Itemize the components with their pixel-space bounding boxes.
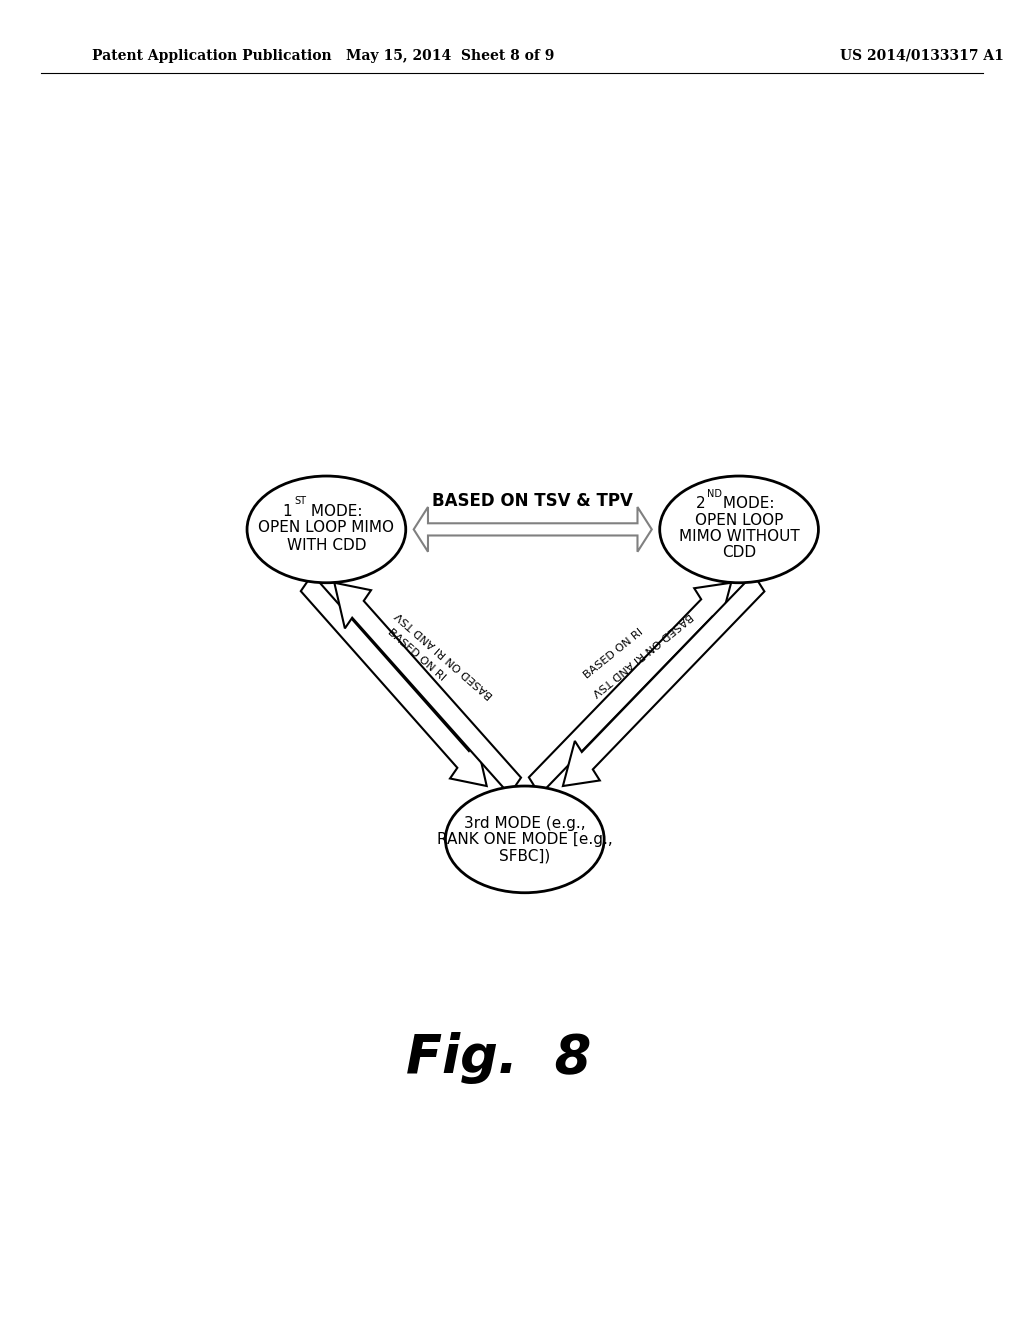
Text: WITH CDD: WITH CDD: [287, 539, 367, 553]
Text: 1: 1: [283, 504, 293, 519]
Polygon shape: [334, 582, 521, 795]
Ellipse shape: [247, 477, 406, 582]
Text: MODE:: MODE:: [306, 504, 362, 519]
Text: BASED ON TSV & TPV: BASED ON TSV & TPV: [432, 492, 633, 510]
Polygon shape: [528, 582, 731, 795]
Text: May 15, 2014  Sheet 8 of 9: May 15, 2014 Sheet 8 of 9: [346, 49, 555, 63]
Text: ST: ST: [295, 496, 306, 506]
Text: Patent Application Publication: Patent Application Publication: [92, 49, 332, 63]
Text: BASED ON RI: BASED ON RI: [582, 627, 645, 681]
Text: MIMO WITHOUT: MIMO WITHOUT: [679, 529, 800, 544]
Text: OPEN LOOP MIMO: OPEN LOOP MIMO: [258, 520, 394, 535]
Text: Fig.  8: Fig. 8: [406, 1032, 591, 1084]
Text: OPEN LOOP: OPEN LOOP: [695, 512, 783, 528]
Text: BASED ON RI AND TSV: BASED ON RI AND TSV: [590, 610, 694, 697]
Polygon shape: [563, 574, 764, 785]
Text: CDD: CDD: [722, 545, 756, 560]
Text: RANK ONE MODE [e.g.,: RANK ONE MODE [e.g.,: [437, 832, 612, 847]
Ellipse shape: [659, 477, 818, 582]
Text: 3rd MODE (e.g.,: 3rd MODE (e.g.,: [464, 816, 586, 830]
Text: 2: 2: [695, 496, 706, 511]
Text: MODE:: MODE:: [719, 496, 775, 511]
Text: BASED ON RI AND TSV: BASED ON RI AND TSV: [394, 610, 496, 701]
Ellipse shape: [445, 785, 604, 892]
Text: US 2014/0133317 A1: US 2014/0133317 A1: [840, 49, 1004, 63]
Polygon shape: [301, 574, 486, 785]
Text: ND: ND: [708, 488, 722, 499]
Polygon shape: [414, 507, 652, 552]
Text: SFBC]): SFBC]): [499, 849, 551, 863]
Text: BASED ON RI: BASED ON RI: [386, 627, 447, 682]
